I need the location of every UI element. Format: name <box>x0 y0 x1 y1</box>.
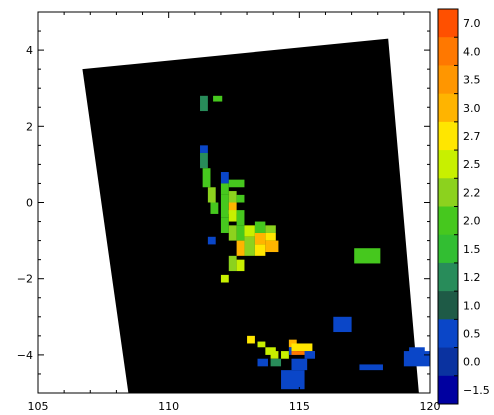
colorbar-swatch-3 <box>438 93 458 123</box>
colorbar-label-0: 7.0 <box>463 17 481 30</box>
heatmap-cell-31 <box>220 274 229 283</box>
heatmap-cell-45 <box>304 351 316 359</box>
colorbar-swatch-12 <box>438 347 458 377</box>
colorbar-label-8: 1.5 <box>463 243 481 256</box>
colorbar-swatch-11 <box>438 319 458 349</box>
colorbar-label-2: 3.5 <box>463 74 481 87</box>
heatmap-cell-20 <box>244 225 255 237</box>
heatmap-cell-32 <box>354 248 381 264</box>
heatmap-cell-4 <box>202 168 211 188</box>
heatmap-cell-44 <box>291 351 316 355</box>
heatmap-cell-9 <box>220 194 229 218</box>
heatmap-cell-47 <box>281 370 305 390</box>
heatmap-cell-28 <box>236 240 245 256</box>
x-tick-label-3: 120 <box>420 400 441 413</box>
x-axis: 105 110 115 120 <box>28 12 441 413</box>
heatmap-cell-21 <box>254 221 266 233</box>
heatmap-cell-8 <box>220 183 229 195</box>
heatmap-cell-25 <box>265 232 276 241</box>
colorbar-swatch-2 <box>438 65 458 95</box>
heatmap-cell-39 <box>270 358 282 367</box>
y-tick-label-2: 0 <box>26 197 33 210</box>
heatmap-cell-34 <box>247 335 255 344</box>
heatmap-cell-15 <box>228 210 237 222</box>
heatmap-cell-26 <box>254 244 266 256</box>
plot-content <box>82 38 430 393</box>
colorbar-label-5: 2.5 <box>463 158 481 171</box>
y-tick-label-0: −4 <box>17 349 33 362</box>
heatmap-cell-46 <box>291 358 308 371</box>
heatmap-cell-33 <box>333 316 352 333</box>
heatmap-cell-11 <box>228 191 237 203</box>
colorbar-swatch-0 <box>438 9 458 38</box>
colorbar-swatch-10 <box>438 291 458 320</box>
heatmap-cell-30 <box>236 259 245 272</box>
swath-area <box>82 38 419 393</box>
colorbar-swatch-1 <box>438 37 458 66</box>
colorbar-label-3: 3.0 <box>463 102 481 115</box>
heatmap-cell-12 <box>236 194 245 203</box>
heatmap-cell-18 <box>228 225 237 241</box>
heatmap-cell-27 <box>265 240 279 253</box>
heatmap-cell-5 <box>207 187 216 203</box>
colorbar-label-4: 2.7 <box>463 130 481 143</box>
colorbar-swatch-4 <box>438 121 458 151</box>
colorbar-label-7: 2.0 <box>463 215 481 228</box>
heatmap-cell-2 <box>200 145 208 153</box>
heatmap-cell-22 <box>265 225 276 233</box>
heatmap-cell-6 <box>210 202 219 214</box>
colorbar-swatch-6 <box>438 178 458 207</box>
colorbar-label-13: −1.5 <box>463 384 490 397</box>
heatmap-cell-48 <box>359 364 383 371</box>
heatmap-cell-43 <box>291 343 313 352</box>
heatmap-cell-7 <box>220 172 229 184</box>
heatmap-cell-19 <box>236 225 245 241</box>
heatmap-cell-17 <box>207 236 216 245</box>
colorbar-swatch-8 <box>438 234 458 264</box>
colorbar-swatch-9 <box>438 262 458 292</box>
colorbar-label-12: 0.0 <box>463 356 481 369</box>
y-tick-label-4: 4 <box>26 44 33 57</box>
heatmap-cell-40 <box>281 351 289 359</box>
colorbar-swatch-13 <box>438 375 458 405</box>
heatmap-cell-0 <box>200 95 208 112</box>
colorbar-swatch-5 <box>438 150 458 179</box>
heatmap-cell-10 <box>228 179 245 188</box>
heatmap-cell-38 <box>270 351 279 359</box>
colorbar-label-11: 0.5 <box>463 327 481 340</box>
heatmap-cell-16 <box>236 210 245 226</box>
heatmap-cell-3 <box>200 152 208 169</box>
heatmap-cell-29 <box>228 255 237 272</box>
colorbar-label-9: 1.2 <box>463 271 481 284</box>
colorbar-label-6: 2.2 <box>463 186 481 199</box>
y-tick-label-3: 2 <box>26 120 33 133</box>
heatmap-cell-37 <box>257 358 268 367</box>
heatmap-cell-50 <box>409 347 425 355</box>
heatmap-cell-23 <box>244 236 255 256</box>
heatmap-cell-24 <box>254 232 266 245</box>
heatmap-cell-1 <box>213 95 223 102</box>
y-tick-label-1: −2 <box>17 273 33 286</box>
colorbar-label-10: 1.0 <box>463 299 481 312</box>
heatmap-cell-35 <box>257 341 266 348</box>
heatmap-cell-14 <box>220 217 229 233</box>
colorbar-swatch-7 <box>438 206 458 236</box>
y-axis: −4 −2 0 2 4 <box>17 11 430 394</box>
colorbar-label-1: 4.0 <box>463 45 481 58</box>
x-tick-label-0: 105 <box>28 400 49 413</box>
x-tick-label-2: 115 <box>289 400 310 413</box>
heatmap-cell-13 <box>228 202 237 214</box>
colorbar-legend: 7.0 4.0 3.5 3.0 2.7 2.5 2.2 2.0 1.5 1.2 1.0 0.5 0.0 −… <box>437 8 490 405</box>
x-tick-label-1: 110 <box>158 400 179 413</box>
